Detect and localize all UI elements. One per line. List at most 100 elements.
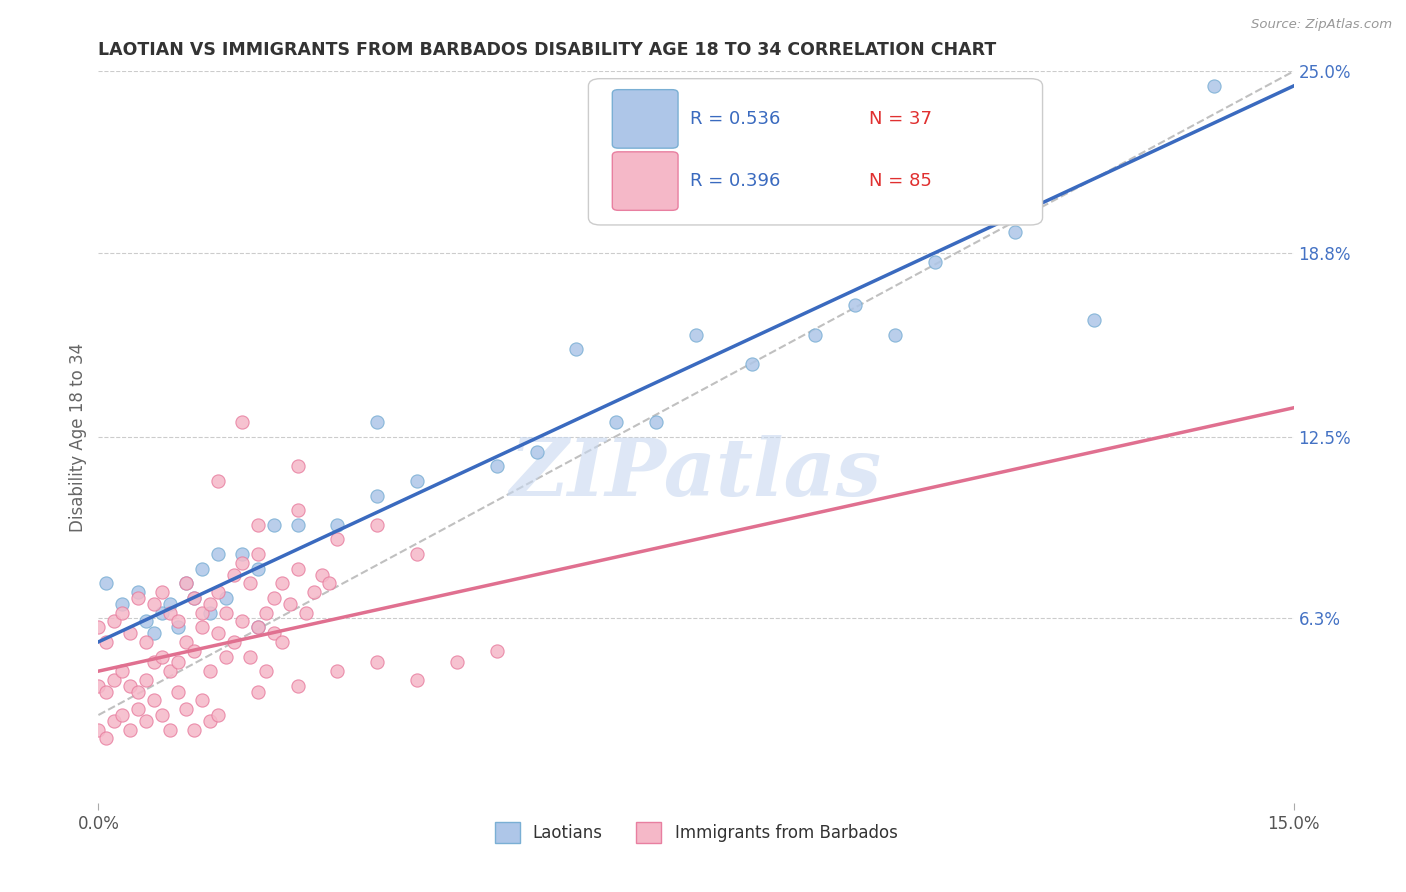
Legend: Laotians, Immigrants from Barbados: Laotians, Immigrants from Barbados	[488, 815, 904, 849]
Point	[278, 597, 301, 611]
Point	[207, 547, 229, 561]
Point	[159, 664, 181, 678]
Point	[287, 459, 309, 474]
Point	[174, 702, 197, 716]
Point	[254, 664, 277, 678]
Point	[254, 606, 277, 620]
Point	[326, 533, 349, 547]
Point	[191, 606, 214, 620]
Point	[366, 489, 388, 503]
Y-axis label: Disability Age 18 to 34: Disability Age 18 to 34	[69, 343, 87, 532]
Point	[804, 327, 827, 342]
Point	[231, 556, 253, 570]
Point	[741, 357, 763, 371]
Point	[406, 547, 429, 561]
Point	[96, 731, 118, 746]
Point	[135, 635, 157, 649]
Point	[215, 606, 238, 620]
Point	[1004, 225, 1026, 239]
Point	[150, 708, 173, 723]
Point	[231, 416, 253, 430]
Point	[246, 562, 269, 576]
Point	[120, 679, 142, 693]
Point	[159, 606, 181, 620]
Point	[263, 517, 285, 532]
Point	[207, 708, 229, 723]
Point	[111, 708, 134, 723]
Point	[263, 626, 285, 640]
Point	[302, 585, 325, 599]
FancyBboxPatch shape	[613, 152, 678, 211]
Point	[135, 673, 157, 687]
Point	[96, 684, 118, 698]
Point	[198, 664, 221, 678]
Point	[111, 606, 134, 620]
Point	[198, 714, 221, 728]
Point	[263, 591, 285, 605]
Point	[222, 635, 245, 649]
Point	[127, 591, 149, 605]
Point	[183, 723, 205, 737]
Point	[198, 597, 221, 611]
Text: Source: ZipAtlas.com: Source: ZipAtlas.com	[1251, 18, 1392, 31]
Point	[246, 547, 269, 561]
Point	[605, 416, 627, 430]
Point	[246, 620, 269, 634]
Point	[167, 615, 190, 629]
Point	[167, 656, 190, 670]
Point	[222, 567, 245, 582]
Point	[231, 547, 253, 561]
Point	[167, 620, 190, 634]
Point	[311, 567, 333, 582]
Point	[884, 327, 907, 342]
Point	[198, 606, 221, 620]
FancyBboxPatch shape	[613, 90, 678, 148]
Text: N = 85: N = 85	[869, 172, 932, 190]
Point	[135, 714, 157, 728]
Point	[924, 254, 946, 268]
Point	[287, 562, 309, 576]
Point	[366, 656, 388, 670]
Point	[287, 517, 309, 532]
Point	[191, 562, 214, 576]
Point	[159, 723, 181, 737]
Point	[127, 585, 149, 599]
Point	[103, 673, 125, 687]
Point	[231, 615, 253, 629]
Point	[111, 597, 134, 611]
Point	[318, 576, 340, 591]
Point	[183, 591, 205, 605]
Point	[270, 635, 292, 649]
Point	[96, 635, 118, 649]
Point	[103, 714, 125, 728]
Point	[366, 517, 388, 532]
Point	[207, 626, 229, 640]
Point	[526, 444, 548, 458]
Point	[366, 416, 388, 430]
Point	[150, 606, 173, 620]
Point	[174, 576, 197, 591]
Point	[87, 723, 110, 737]
Point	[485, 643, 508, 657]
Text: ZIPatlas: ZIPatlas	[510, 435, 882, 512]
Point	[1202, 78, 1225, 93]
Point	[287, 679, 309, 693]
Point	[183, 643, 205, 657]
Point	[87, 620, 110, 634]
Point	[215, 591, 238, 605]
Point	[191, 620, 214, 634]
FancyBboxPatch shape	[589, 78, 1043, 225]
Point	[287, 503, 309, 517]
Point	[326, 664, 349, 678]
Point	[135, 615, 157, 629]
Point	[207, 585, 229, 599]
Point	[96, 576, 118, 591]
Point	[326, 517, 349, 532]
Point	[246, 620, 269, 634]
Point	[174, 635, 197, 649]
Point	[143, 626, 166, 640]
Point	[159, 597, 181, 611]
Point	[406, 673, 429, 687]
Point	[1083, 313, 1105, 327]
Point	[143, 597, 166, 611]
